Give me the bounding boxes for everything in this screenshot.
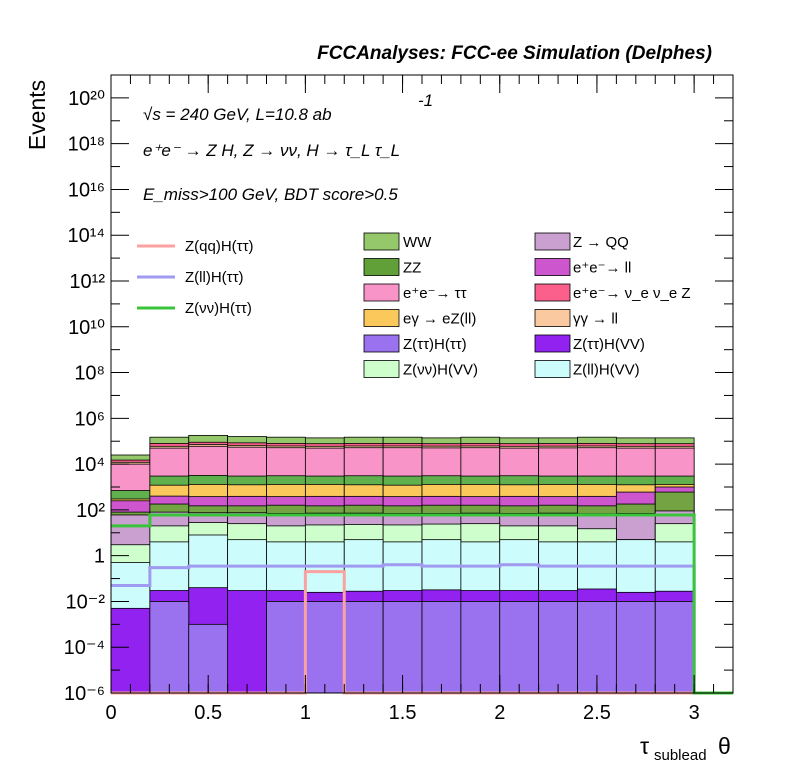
stack-bar <box>266 601 306 694</box>
legend-label: e⁺e⁻→ ττ <box>403 285 467 302</box>
x-tick-label: 0.5 <box>194 702 222 724</box>
signal-line-1 <box>111 563 733 695</box>
annotation-line1-sup: -1 <box>418 91 433 110</box>
annotation-block: √s = 240 GeV, L=10.8 ab -1 e⁺e⁻ → Z H, Z… <box>143 91 433 204</box>
legend-swatch <box>363 334 400 353</box>
y-tick-label: 10² <box>76 500 105 522</box>
annotation-line2: e⁺e⁻ → Z H, Z → νν, H → τ_L τ_L <box>143 141 400 160</box>
legend-swatch <box>534 360 571 378</box>
annotation-line3: E_miss>100 GeV, BDT score>0.5 <box>143 185 398 204</box>
legend: Z(qq)H(ττ) Z(ll)H(ττ) Z(νν)H(ττ) WW ZZ e⁺e⁻→ … <box>137 232 691 379</box>
y-tick-label: 10¹⁶ <box>68 179 105 201</box>
legend-label: eγ → eZ(ll) <box>403 311 476 328</box>
legend-label: WW <box>403 234 432 251</box>
signal-line-2 <box>111 513 733 695</box>
annotation-line1: √s = 240 GeV, L=10.8 ab <box>143 105 332 124</box>
tick-layer: 0 0.5 1 1.5 2 2.5 3 10⁻⁶ 10⁻⁴ 10⁻² 1 10² 10⁴ 10⁶ 10⁸ 10… <box>64 74 734 724</box>
y-tick-label: 10⁴ <box>74 454 105 476</box>
y-tick-label: 10⁻² <box>66 591 106 613</box>
stack-bar <box>343 601 384 694</box>
legend-label: Z(ττ)H(ττ) <box>403 336 467 353</box>
y-tick-label: 10⁻⁴ <box>64 637 105 659</box>
legend-swatch <box>534 232 571 251</box>
x-axis-label: τ sublead θ <box>640 733 731 764</box>
legend-label: Z(ττ)H(VV) <box>573 336 645 353</box>
x-label-tau: τ <box>640 733 649 759</box>
x-label-sub: sublead <box>654 747 707 764</box>
y-tick-label: 10⁶ <box>75 408 105 430</box>
x-tick-label: 2.5 <box>583 702 611 724</box>
y-tick-label: 10¹⁰ <box>68 317 105 339</box>
y-tick-label: 10¹⁸ <box>68 134 105 156</box>
legend-swatch <box>534 334 571 353</box>
legend-label: e⁺e⁻→ ll <box>573 260 631 277</box>
stack-bar <box>421 601 462 694</box>
y-tick-label: 10²⁰ <box>68 88 105 110</box>
x-tick-label: 2 <box>494 702 505 724</box>
header-title: FCCAnalyses: FCC-ee Simulation (Delphes) <box>317 43 712 64</box>
stack-bar <box>149 601 190 694</box>
stack-bar <box>615 601 656 694</box>
legend-swatch <box>363 283 400 302</box>
legend-swatch <box>363 360 400 378</box>
y-tick-label: 10¹⁴ <box>68 225 106 247</box>
y-tick-label: 1 <box>94 546 105 568</box>
legend-label: Z(ll)H(ττ) <box>185 269 244 286</box>
x-tick-label: 3 <box>689 702 700 724</box>
x-tick-label: 1.5 <box>389 702 417 724</box>
stack-bar <box>499 601 540 694</box>
y-tick-label: 10¹² <box>69 271 105 293</box>
stack-0 <box>149 601 695 694</box>
legend-swatch <box>534 309 571 327</box>
stack-bar <box>110 607 151 694</box>
legend-swatch <box>534 283 571 302</box>
legend-label: Z(νν)H(ττ) <box>185 300 252 317</box>
stack-bar <box>304 601 345 694</box>
legend-swatch <box>363 258 400 276</box>
stack-bar <box>538 601 578 694</box>
stack-bar <box>654 601 695 694</box>
x-tick-label: 0 <box>105 702 116 724</box>
y-axis-label: Events <box>24 80 50 150</box>
x-tick-label: 1 <box>300 702 311 724</box>
legend-label: Z(qq)H(ττ) <box>185 238 254 255</box>
stack-layer <box>110 434 695 694</box>
y-tick-label: 10⁻⁶ <box>64 683 105 705</box>
legend-label: ZZ <box>403 260 421 277</box>
legend-label: Z(νν)H(VV) <box>403 362 478 379</box>
legend-swatch <box>534 258 571 276</box>
legend-label: e⁺e⁻→ ν_e ν_e Z <box>573 285 691 302</box>
legend-label: Z(ll)H(VV) <box>573 362 640 379</box>
y-tick-label: 10⁸ <box>74 363 105 385</box>
legend-label: Z → QQ <box>573 234 629 251</box>
stack-bar <box>227 590 267 694</box>
legend-label: γγ → ll <box>573 311 618 328</box>
legend-swatch <box>363 232 400 251</box>
stack-bar <box>460 601 501 694</box>
x-label-theta: θ <box>718 733 731 759</box>
legend-swatch <box>363 309 400 327</box>
